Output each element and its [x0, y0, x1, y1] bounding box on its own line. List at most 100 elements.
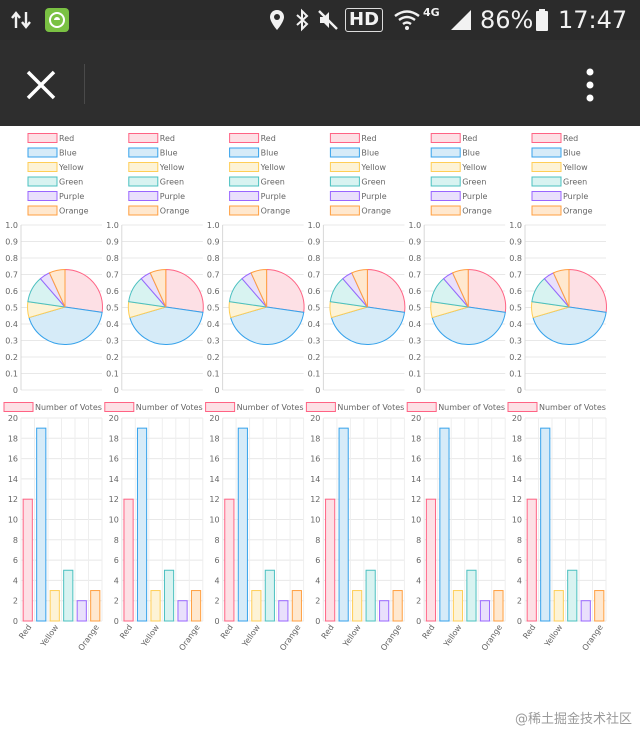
watermark: @稀土掘金技术社区 — [514, 712, 632, 727]
legend-swatch — [430, 205, 461, 216]
legend-label: Number of Votes — [337, 403, 404, 412]
bar — [76, 600, 87, 622]
bar — [251, 590, 262, 622]
legend-label: Orange — [59, 207, 89, 216]
y-tick-label: 0 — [315, 386, 320, 395]
pie-slice — [149, 268, 167, 308]
legend-label: Orange — [361, 207, 391, 216]
y-tick-label: 18 — [209, 434, 219, 443]
y-tick-label: 20 — [8, 414, 18, 423]
y-tick-label: 0.8 — [207, 254, 220, 263]
legend-swatch — [430, 147, 461, 158]
status-bar: HD 4G 86% 17:47 — [0, 0, 640, 40]
legend-swatch — [229, 162, 260, 172]
y-tick-label: 6 — [13, 556, 18, 565]
y-tick-label: 0 — [114, 386, 119, 395]
pie-slice — [568, 268, 607, 313]
x-tick-label: Yellow — [442, 623, 464, 650]
y-tick-label: 1.0 — [207, 221, 220, 230]
legend-swatch — [531, 147, 562, 158]
legend-label: Green — [59, 178, 83, 187]
y-tick-label: 0.5 — [308, 304, 321, 313]
y-tick-label: 16 — [8, 455, 18, 464]
y-tick-label: 0 — [13, 617, 18, 626]
y-tick-label: 0.2 — [106, 353, 119, 362]
y-tick-label: 6 — [517, 556, 522, 565]
x-tick-label: Red — [320, 623, 336, 641]
y-tick-label: 14 — [310, 475, 320, 484]
bar — [392, 590, 403, 622]
y-tick-label: 1.0 — [308, 221, 321, 230]
legend-label: Green — [261, 178, 285, 187]
y-tick-label: 0.5 — [106, 304, 119, 313]
y-tick-label: 1.0 — [509, 221, 522, 230]
y-tick-label: 0 — [416, 386, 421, 395]
legend-label: Number of Votes — [539, 403, 606, 412]
y-tick-label: 0.7 — [308, 271, 321, 280]
legend-swatch — [27, 176, 58, 187]
y-tick-label: 0.8 — [5, 254, 18, 263]
close-button[interactable] — [18, 62, 64, 108]
y-tick-label: 0 — [114, 617, 119, 626]
y-tick-label: 10 — [8, 516, 18, 525]
y-tick-label: 0.4 — [207, 320, 220, 329]
y-tick-label: 18 — [512, 434, 522, 443]
y-tick-label: 16 — [310, 455, 320, 464]
y-tick-label: 0.6 — [106, 287, 119, 296]
x-tick-label: Yellow — [341, 623, 363, 650]
legend-swatch — [128, 176, 159, 187]
legend-swatch — [531, 191, 562, 201]
y-tick-label: 6 — [114, 556, 119, 565]
chart-panel: Red Blue Yellow Green Purple Orange 0 0.1 0.2 0.3… — [205, 133, 305, 652]
y-tick-label: 12 — [512, 495, 522, 504]
legend-swatch — [406, 402, 437, 412]
y-tick-label: 18 — [8, 434, 18, 443]
legend-label: Number of Votes — [35, 403, 102, 412]
bar — [338, 427, 349, 622]
legend-label: Orange — [563, 207, 593, 216]
legend-label: Yellow — [461, 163, 487, 172]
legend-label: Yellow — [159, 163, 185, 172]
y-tick-label: 0.2 — [408, 353, 421, 362]
y-tick-label: 14 — [209, 475, 219, 484]
y-tick-label: 0.8 — [509, 254, 522, 263]
legend-swatch — [329, 205, 360, 216]
y-tick-label: 0.3 — [207, 337, 220, 346]
legend-swatch — [329, 162, 360, 172]
bar — [224, 498, 235, 622]
chart-panel: Red Blue Yellow Green Purple Orange 0 0.1 0.2 0.3… — [406, 133, 507, 652]
signal-icon — [449, 0, 473, 40]
chart-panel: Red Blue Yellow Green Purple Orange 0 0.1 0.2 0.3… — [104, 133, 204, 652]
network-type-label: 4G — [423, 5, 440, 19]
y-tick-label: 0.3 — [408, 337, 421, 346]
legend-swatch — [27, 205, 58, 216]
legend-swatch — [531, 176, 562, 187]
y-tick-label: 16 — [109, 455, 119, 464]
y-tick-label: 0.2 — [5, 353, 18, 362]
legend-label: Purple — [160, 192, 185, 201]
y-tick-label: 4 — [114, 576, 119, 585]
legend-label: Number of Votes — [136, 403, 203, 412]
legend-swatch — [305, 402, 336, 412]
y-tick-label: 0.6 — [5, 287, 18, 296]
y-tick-label: 14 — [8, 475, 18, 484]
x-tick-label: Orange — [278, 623, 302, 652]
legend-label: Red — [563, 134, 578, 143]
y-tick-label: 10 — [109, 516, 119, 525]
y-tick-label: 2 — [13, 597, 18, 606]
pie-slice — [552, 268, 570, 308]
bar — [190, 590, 202, 622]
y-tick-label: 20 — [310, 414, 320, 423]
legend-swatch — [128, 191, 159, 201]
y-tick-label: 0.9 — [106, 238, 119, 247]
more-options-button[interactable] — [570, 62, 610, 108]
y-tick-label: 0 — [13, 386, 18, 395]
bar — [123, 498, 134, 622]
pie-slice — [330, 306, 406, 345]
y-tick-label: 0.7 — [408, 271, 421, 280]
chart-panel: Red Blue Yellow Green Purple Orange 0 0.1 0.2 0.3… — [305, 133, 406, 652]
legend-label: Red — [160, 134, 175, 143]
legend-label: Red — [361, 134, 376, 143]
legend-label: Green — [462, 178, 486, 187]
bar — [136, 427, 148, 622]
